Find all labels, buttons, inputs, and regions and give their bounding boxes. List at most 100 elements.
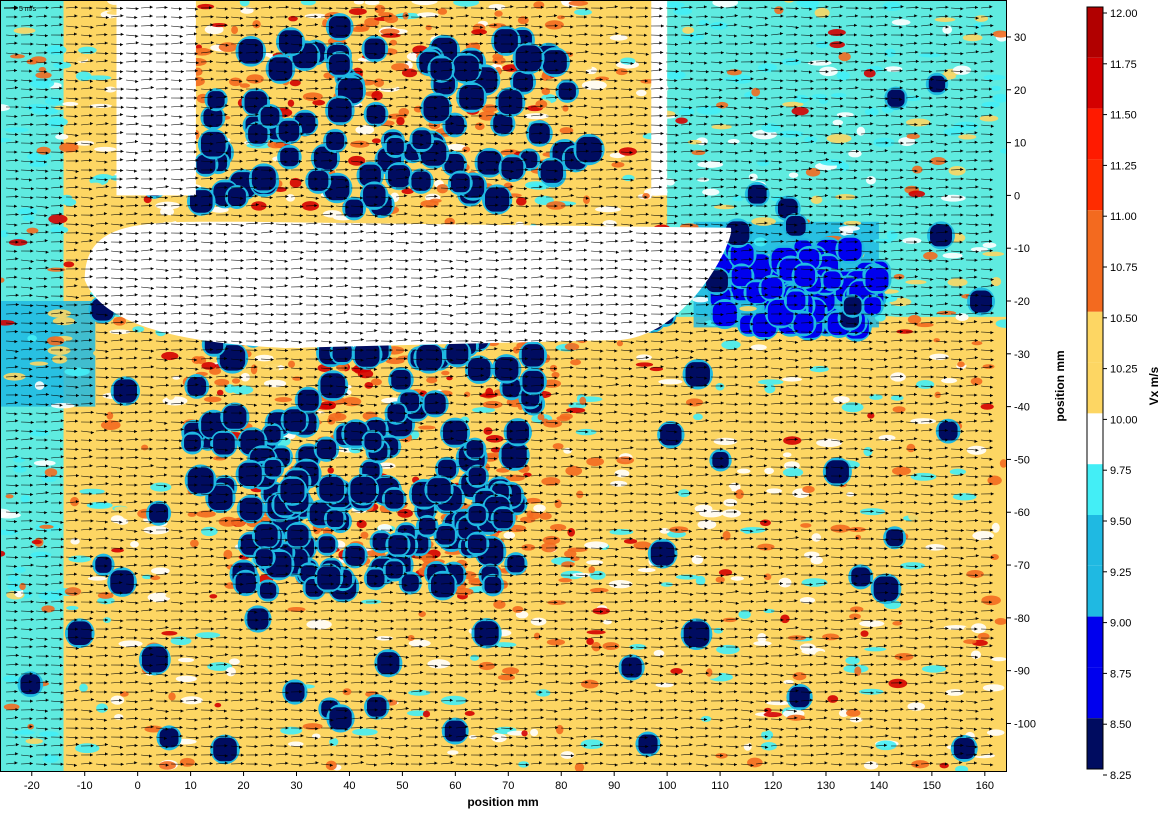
hot-patch	[426, 376, 438, 384]
field-patch	[224, 384, 236, 394]
field-patch	[155, 201, 181, 210]
field-patch	[723, 486, 732, 496]
hot-patch	[891, 466, 912, 476]
hot-patch	[981, 595, 1001, 606]
field-patch	[530, 617, 547, 626]
field-patch	[986, 729, 1005, 736]
field-patch	[154, 363, 174, 372]
field-patch	[905, 279, 927, 285]
vortex-core	[825, 460, 849, 484]
hot-patch	[618, 147, 637, 156]
field-patch	[891, 19, 911, 26]
hot-patch	[780, 614, 790, 624]
field-patch	[69, 191, 96, 202]
hot-patch	[829, 41, 846, 49]
field-patch	[520, 686, 533, 694]
field-patch	[534, 637, 551, 648]
field-patch	[407, 710, 428, 717]
field-patch	[29, 429, 50, 437]
field-patch	[973, 505, 993, 515]
field-patch	[761, 123, 781, 133]
field-patch	[991, 522, 1000, 533]
field-patch	[864, 647, 887, 652]
field-patch	[778, 577, 792, 588]
field-patch	[352, 728, 378, 736]
hot-patch	[987, 475, 1002, 486]
field-patch	[173, 711, 184, 719]
field-patch	[46, 45, 67, 55]
field-patch	[78, 577, 88, 587]
field-patch	[682, 26, 694, 34]
field-patch	[20, 495, 30, 503]
vortex-core	[213, 737, 237, 762]
field-patch	[363, 748, 381, 754]
hot-patch	[906, 443, 916, 453]
field-patch	[902, 237, 922, 244]
field-patch	[848, 419, 873, 429]
field-patch	[878, 434, 896, 441]
field-patch	[574, 9, 592, 16]
field-patch	[13, 466, 27, 473]
field-patch	[677, 489, 691, 498]
hot-patch	[370, 378, 382, 386]
field-patch	[195, 632, 221, 639]
hot-patch	[602, 642, 620, 651]
hot-patch	[494, 10, 503, 17]
field-patch	[949, 468, 967, 475]
field-patch	[586, 560, 604, 565]
field-patch	[47, 346, 71, 355]
field-patch	[207, 60, 221, 65]
field-patch	[47, 117, 68, 127]
field-patch	[569, 487, 594, 495]
hot-patch	[588, 566, 596, 574]
field-patch	[285, 194, 295, 202]
field-patch	[198, 599, 208, 608]
field-patch	[918, 550, 932, 559]
hot-patch	[562, 104, 569, 112]
vortex-core	[558, 82, 576, 100]
field-patch	[900, 562, 926, 570]
hot-patch	[559, 413, 573, 420]
field-patch	[665, 70, 686, 80]
field-patch	[446, 143, 467, 151]
field-patch	[886, 230, 898, 241]
hot-patch	[670, 668, 683, 675]
field-patch	[170, 636, 192, 646]
field-patch	[553, 520, 564, 525]
field-patch	[908, 511, 922, 522]
field-patch	[952, 65, 971, 75]
vortex-core	[467, 358, 491, 381]
hot-patch	[774, 6, 784, 15]
field-patch	[764, 467, 775, 475]
hot-patch	[528, 511, 541, 520]
field-patch	[903, 366, 912, 377]
hot-patch	[418, 425, 436, 430]
field-patch	[712, 0, 739, 8]
field-patch	[828, 595, 837, 603]
field-patch	[111, 361, 138, 369]
hot-patch	[444, 217, 455, 227]
vortex-core	[385, 561, 403, 579]
field-patch	[637, 567, 656, 573]
field-patch	[767, 631, 778, 642]
field-patch	[781, 377, 803, 382]
hot-patch	[849, 613, 861, 620]
field-patch	[235, 488, 249, 495]
hot-patch	[615, 68, 628, 76]
hot-patch	[980, 403, 994, 410]
field-patch	[727, 735, 752, 746]
hot-patch	[36, 146, 51, 155]
field-patch	[491, 733, 507, 743]
vortex-core	[319, 476, 344, 502]
field-patch	[753, 724, 770, 732]
hot-patch	[141, 444, 149, 451]
field-patch	[797, 614, 819, 624]
field-patch	[814, 650, 827, 661]
hot-patch	[274, 397, 293, 403]
field-patch	[12, 730, 36, 735]
vortex-core	[493, 114, 513, 134]
hot-patch	[407, 634, 415, 641]
field-patch	[33, 460, 56, 466]
hot-patch	[544, 20, 564, 30]
field-patch	[466, 693, 475, 704]
